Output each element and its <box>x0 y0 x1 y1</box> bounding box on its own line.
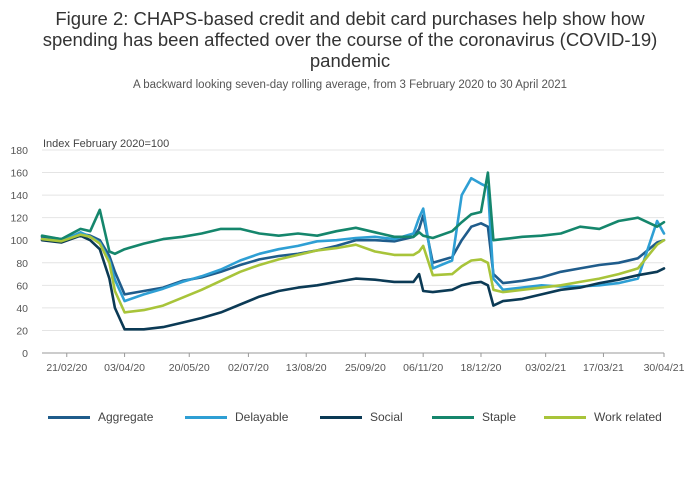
legend-item-delayable[interactable]: Delayable <box>185 407 288 427</box>
x-tick-label: 02/07/20 <box>228 362 269 374</box>
legend-label: Staple <box>482 410 517 424</box>
series-line-delayable <box>40 176 666 303</box>
series-line-work-related <box>40 233 666 314</box>
y-tick-label: 20 <box>16 325 28 337</box>
x-tick-label: 25/09/20 <box>345 362 386 374</box>
series-line-staple <box>40 171 666 256</box>
y-tick-label: 180 <box>10 145 28 157</box>
legend-item-work-related[interactable]: Work related <box>544 407 662 427</box>
legend-item-staple[interactable]: Staple <box>432 407 516 427</box>
chart-title-line-2: spending has been affected over the cour… <box>42 29 658 50</box>
legend-item-aggregate[interactable]: Aggregate <box>48 407 153 427</box>
legend-label: Work related <box>594 410 662 424</box>
chart-subtitle: A backward looking seven-day rolling ave… <box>132 79 568 91</box>
legend-label: Delayable <box>235 410 289 424</box>
x-tick-label: 17/03/21 <box>583 362 624 374</box>
x-tick-label: 06/11/20 <box>403 362 443 374</box>
chart-title-line-1: Figure 2: CHAPS-based credit and debit c… <box>55 8 645 29</box>
x-tick-label: 20/05/20 <box>169 362 210 374</box>
chart-title-line-3: pandemic <box>309 50 391 71</box>
y-tick-label: 80 <box>16 258 28 270</box>
chart-legend: Aggregate Delayable Social Staple Work relat… <box>0 407 700 427</box>
x-tick-label: 18/12/20 <box>461 362 502 374</box>
y-tick-label: 100 <box>10 235 28 247</box>
y-tick-label: 160 <box>10 168 28 180</box>
x-tick-label: 21/02/20 <box>46 362 87 374</box>
x-tick-label: 30/04/21 <box>644 362 685 374</box>
legend-swatch <box>48 415 90 419</box>
legend-swatch <box>544 415 586 419</box>
legend-item-social[interactable]: Social <box>320 407 403 427</box>
legend-label: Social <box>370 410 403 424</box>
x-tick-label: 03/02/21 <box>525 362 566 374</box>
series-line-social <box>40 234 666 331</box>
x-tick-label: 13/08/20 <box>286 362 327 374</box>
legend-swatch <box>320 415 362 419</box>
grid-layer <box>42 149 664 354</box>
y-tick-label: 0 <box>22 348 28 360</box>
legend-label: Aggregate <box>98 410 154 424</box>
y-tick-label: 140 <box>10 190 28 202</box>
series-line-aggregate <box>40 214 666 296</box>
series-layer <box>40 171 666 331</box>
legend-swatch <box>432 415 474 419</box>
chart-title: Figure 2: CHAPS-based credit and debit c… <box>0 8 700 71</box>
y-tick-label: 60 <box>16 280 28 292</box>
axis-layer: 0 20 40 60 80 100 120 140 160 180 21/02/20 03/04/20… <box>10 145 684 374</box>
y-tick-label: 120 <box>10 213 28 225</box>
x-tick-label: 03/04/20 <box>104 362 145 374</box>
y-tick-label: 40 <box>16 303 28 315</box>
y-axis-label: Index February 2020=100 <box>43 138 169 150</box>
legend-swatch <box>185 415 227 419</box>
